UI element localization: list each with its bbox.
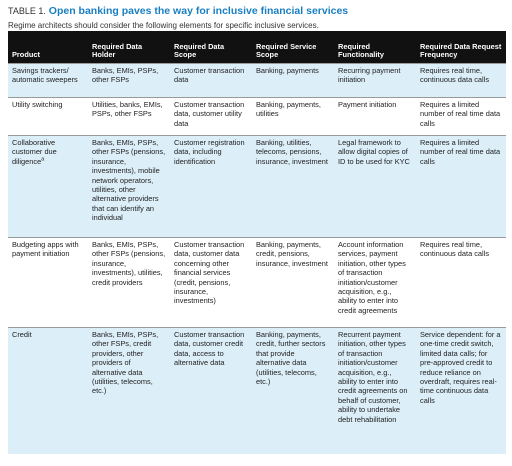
subtitle: Regime architects should consider the fo…: [8, 21, 319, 30]
table-label: TABLE 1.: [8, 6, 46, 16]
product-name: Collaborative customer due diligence: [12, 138, 57, 166]
table-row: Budgeting apps with payment initiation Ba…: [8, 237, 506, 328]
table-cell: Requires real time, continuous data call…: [416, 63, 506, 98]
table-row: Utility switching Utilities, banks, EMIs,…: [8, 97, 506, 136]
product-cell: Credit: [8, 327, 88, 454]
table-cell: Banks, EMIs, PSPs, other FSPs (pensions,…: [88, 237, 170, 328]
table-cell: Banks, EMIs, PSPs, other FSPs, credit pr…: [88, 327, 170, 454]
table-cell: Customer transaction data, customer cred…: [170, 327, 252, 454]
table-cell: Banking, payments: [252, 63, 334, 98]
table-cell: Utilities, banks, EMIs, PSPs, other FSPs: [88, 97, 170, 136]
footnote-marker: a: [41, 156, 45, 163]
table-cell: Banks, EMIs, PSPs, other FSPs: [88, 63, 170, 98]
table-cell: Customer transaction data: [170, 63, 252, 98]
table-row: Collaborative customer due diligencea Ban…: [8, 135, 506, 238]
column-header: Product: [8, 31, 88, 64]
table-cell: Service dependent: for a one-time credit…: [416, 327, 506, 454]
product-cell: Collaborative customer due diligencea: [8, 135, 88, 238]
table-row: Savings trackers/ automatic sweepers Bank…: [8, 63, 506, 98]
product-name: Savings trackers/ automatic sweepers: [12, 66, 78, 85]
product-cell: Savings trackers/ automatic sweepers: [8, 63, 88, 98]
table-cell: Banking, payments, credit, pensions, ins…: [252, 237, 334, 328]
table-cell: Requires a limited number of real time d…: [416, 97, 506, 136]
product-cell: Utility switching: [8, 97, 88, 136]
product-name: Credit: [12, 330, 32, 339]
table-cell: Requires real time, continuous data call…: [416, 237, 506, 328]
table-cell: Legal framework to allow digital copies …: [334, 135, 416, 238]
table-cell: Customer transaction data, customer data…: [170, 237, 252, 328]
table-cell: Customer registration data, including id…: [170, 135, 252, 238]
header: TABLE 1. Open banking paves the way for …: [0, 0, 512, 31]
table-body: Savings trackers/ automatic sweepers Bank…: [8, 63, 506, 454]
table-cell: Banking, payments, utilities: [252, 97, 334, 136]
product-name: Utility switching: [12, 100, 63, 109]
column-header: Required Data Request Frequency: [416, 31, 506, 64]
table-cell: Account information services, payment in…: [334, 237, 416, 328]
table-cell: Banking, payments, credit, further secto…: [252, 327, 334, 454]
table-cell: Recurring payment initiation: [334, 63, 416, 98]
table-row: Credit Banks, EMIs, PSPs, other FSPs, cre…: [8, 327, 506, 454]
column-header: Required Data Scope: [170, 31, 252, 64]
column-header: Required Functionality: [334, 31, 416, 64]
table-cell: Customer transaction data, customer util…: [170, 97, 252, 136]
title-line: TABLE 1. Open banking paves the way for …: [8, 5, 504, 18]
column-header: Required Data Holder: [88, 31, 170, 64]
column-header: Required Service Scope: [252, 31, 334, 64]
product-cell: Budgeting apps with payment initiation: [8, 237, 88, 328]
table-title: Open banking paves the way for inclusive…: [48, 5, 349, 17]
table: Product Required Data Holder Required Data…: [8, 31, 506, 454]
table-cell: Recurrent payment initiation, other type…: [334, 327, 416, 454]
table-cell: Requires a limited number of real time d…: [416, 135, 506, 238]
table-cell: Payment initiation: [334, 97, 416, 136]
table-cell: Banking, utilities, telecoms, pensions, …: [252, 135, 334, 238]
table-cell: Banks, EMIs, PSPs, other FSPs (pensions,…: [88, 135, 170, 238]
product-name: Budgeting apps with payment initiation: [12, 240, 79, 259]
header-row: Product Required Data Holder Required Data…: [8, 31, 506, 64]
